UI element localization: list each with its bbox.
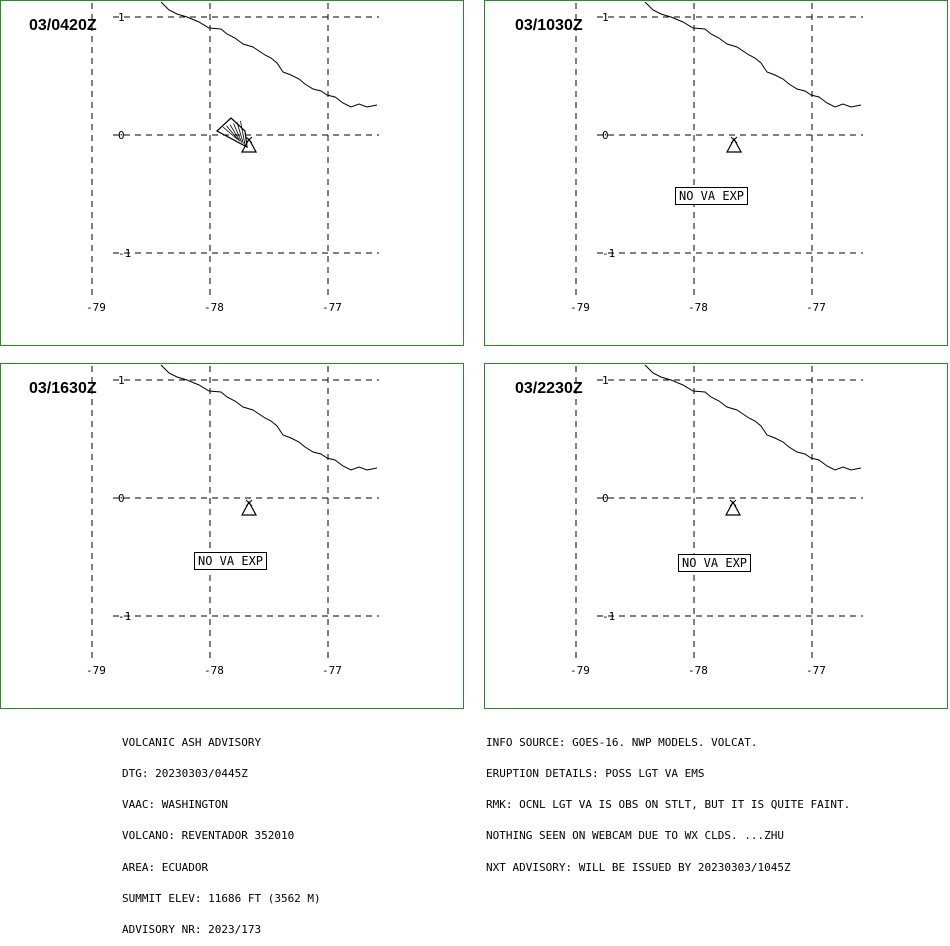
no-va-exp-label: NO VA EXP (678, 554, 752, 572)
volcano-cross-icon (245, 136, 253, 144)
lon-tick-label: -77 (806, 664, 826, 677)
panel-time: 03/1630Z (29, 380, 97, 397)
lat-tick-label: -1 (118, 610, 131, 623)
lat-tick-label: 0 (118, 129, 125, 142)
lon-tick-label: -79 (570, 301, 590, 314)
advisory-line: NOTHING SEEN ON WEBCAM DUE TO WX CLDS. .… (486, 829, 785, 843)
coastline (160, 364, 378, 471)
lon-tick-label: -78 (688, 664, 708, 677)
lat-tick-label: -1 (602, 610, 615, 623)
lon-tick-label: -77 (806, 301, 826, 314)
coastline (644, 1, 862, 108)
map-panel-3: 1 0 -1 -79 -78 -77 03/1630Z NO VA EXP (0, 363, 464, 709)
no-va-exp-label: NO VA EXP (194, 552, 268, 570)
advisory-details-text: INFO SOURCE: GOES-16. NWP MODELS. VOLCAT… (486, 717, 850, 883)
lon-tick-label: -79 (86, 301, 106, 314)
lon-tick-label: -78 (204, 301, 224, 314)
volcano-triangle-icon (240, 500, 258, 516)
advisory-line: INFO SOURCE: GOES-16. NWP MODELS. VOLCAT… (486, 735, 758, 749)
map-panel-1: 1 0 -1 -79 -78 -77 03/0420Z (0, 0, 464, 346)
map-panel-2: 1 0 -1 -79 -78 -77 03/1030Z NO VA EXP (484, 0, 948, 346)
lon-tick-label: -79 (570, 664, 590, 677)
lat-tick-label: 0 (118, 492, 125, 505)
advisory-line: DTG: 20230303/0445Z (122, 767, 248, 781)
advisory-line: VAAC: WASHINGTON (122, 798, 228, 812)
ash-hatch-line (222, 126, 238, 140)
ash-hatch-line (229, 124, 241, 142)
lat-tick-label: 1 (118, 11, 125, 24)
advisory-line: NXT ADVISORY: WILL BE ISSUED BY 20230303… (486, 860, 791, 874)
lon-tick-label: -79 (86, 664, 106, 677)
no-va-exp-label: NO VA EXP (675, 187, 749, 205)
map-canvas: 1 0 -1 -79 -78 -77 (86, 1, 379, 314)
coastline (160, 1, 378, 108)
advisory-line: SUMMIT ELEV: 11686 FT (3562 M) (122, 891, 321, 905)
coastline (644, 364, 862, 471)
volcano-triangle-icon (725, 137, 743, 153)
map-canvas: 1 0 -1 -79 -78 -77 (570, 364, 863, 677)
advisory-line: ERUPTION DETAILS: POSS LGT VA EMS (486, 767, 705, 781)
panel-time: 03/2230Z (515, 380, 583, 397)
hatched-ash-polygon (215, 117, 248, 149)
lon-tick-label: -77 (322, 301, 342, 314)
volcano-triangle-icon (724, 500, 742, 516)
advisory-line: RMK: OCNL LGT VA IS OBS ON STLT, BUT IT … (486, 798, 851, 812)
volcano-cross-icon (730, 136, 738, 144)
lat-tick-label: 1 (602, 374, 609, 387)
panel-time: 03/0420Z (29, 17, 97, 34)
panel-time: 03/1030Z (515, 17, 583, 34)
lat-tick-label: -1 (602, 247, 615, 260)
lon-tick-label: -78 (204, 664, 224, 677)
map-canvas: 1 0 -1 -79 -78 -77 (86, 364, 379, 677)
lat-tick-label: 0 (602, 492, 609, 505)
volcano-cross-icon (729, 499, 737, 507)
map-canvas: 1 0 -1 -79 -78 -77 (570, 1, 863, 314)
lon-tick-label: -77 (322, 664, 342, 677)
advisory-line: ADVISORY NR: 2023/173 (122, 923, 262, 937)
map-panel-4: 1 0 -1 -79 -78 -77 03/2230Z NO VA EXP (484, 363, 948, 709)
ash-hatch-line (226, 125, 239, 141)
lon-tick-label: -78 (688, 301, 708, 314)
ash-hatch-line (233, 123, 243, 143)
volcano-triangle-icon (240, 137, 258, 153)
advisory-line: VOLCANIC ASH ADVISORY (122, 735, 262, 749)
ash-polygon-outline (215, 117, 248, 149)
ash-hatch-line (240, 120, 246, 146)
lat-tick-label: -1 (118, 247, 131, 260)
lat-tick-label: 1 (118, 374, 125, 387)
advisory-header-text: VOLCANIC ASH ADVISORY DTG: 20230303/0445… (122, 717, 321, 946)
lat-tick-label: 1 (602, 11, 609, 24)
advisory-line: VOLCANO: REVENTADOR 352010 (122, 829, 295, 843)
lat-tick-label: 0 (602, 129, 609, 142)
ash-hatch-line (236, 122, 244, 144)
volcano-cross-icon (245, 499, 253, 507)
advisory-line: AREA: ECUADOR (122, 860, 209, 874)
